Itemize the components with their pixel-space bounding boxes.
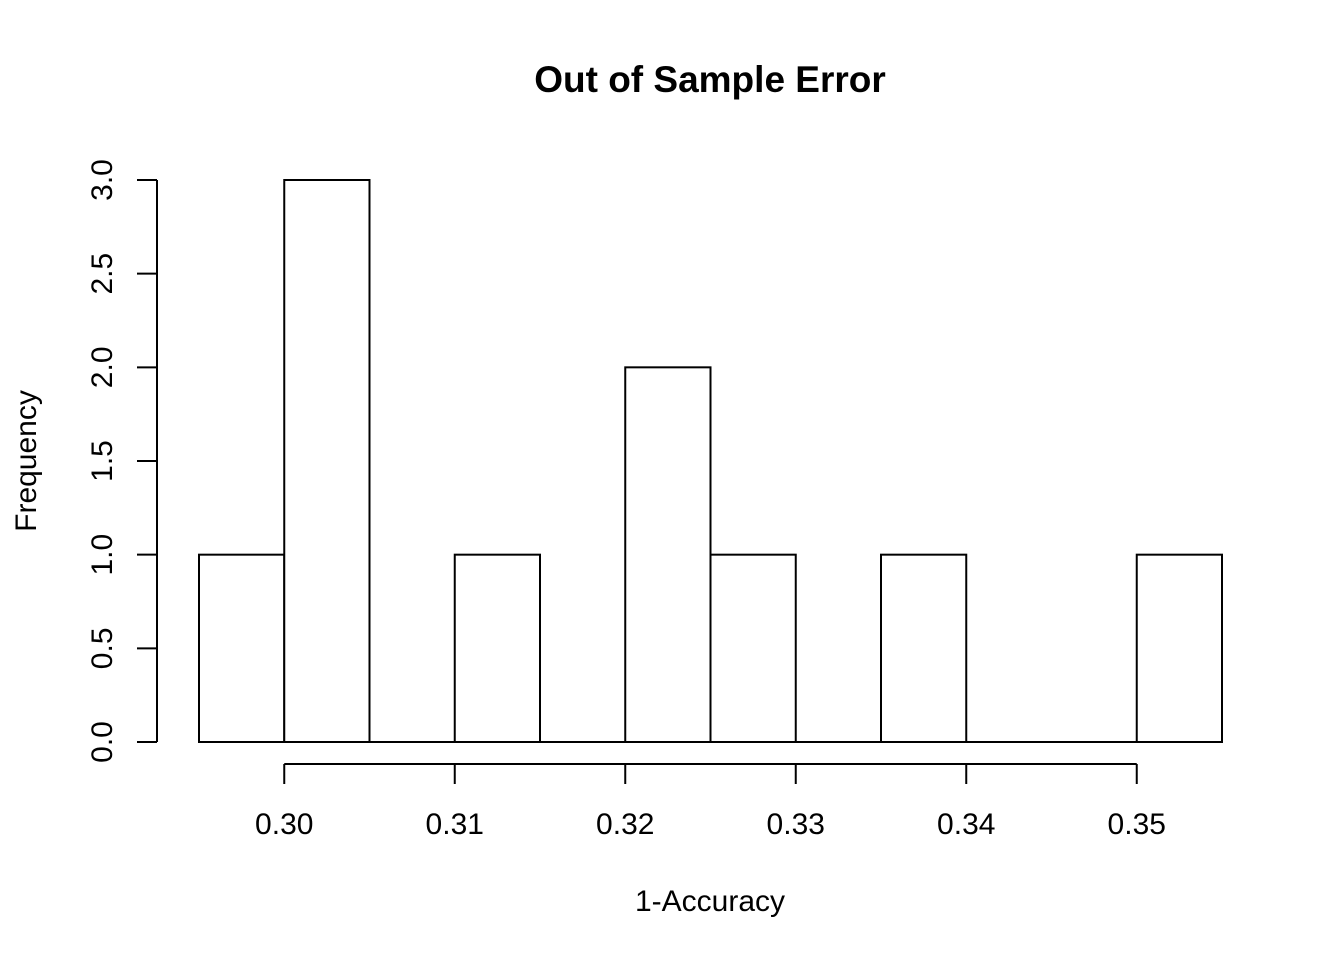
y-tick-label: 2.5: [86, 253, 119, 295]
x-tick-label: 0.31: [426, 808, 484, 841]
histogram-bar-5: [624, 366, 712, 743]
y-tick-label: 1.0: [86, 534, 119, 576]
histogram-bar-8: [880, 553, 968, 744]
y-axis: 0.0 0.5 1.0 1.5 2.0 2.5 3.0: [86, 159, 158, 763]
y-tick-label: 0.5: [86, 627, 119, 669]
x-axis-label: 1-Accuracy: [635, 885, 785, 918]
y-tick-label: 1.5: [86, 440, 119, 482]
x-tick-label: 0.32: [596, 808, 654, 841]
x-axis: 0.30 0.31 0.32 0.33 0.34 0.35: [255, 763, 1166, 841]
y-tick-label: 0.0: [86, 721, 119, 763]
histogram-bar-6: [709, 553, 797, 744]
chart-title: Out of Sample Error: [534, 59, 886, 100]
histogram-bar-0: [198, 553, 286, 744]
x-tick-label: 0.33: [767, 808, 825, 841]
histogram-bar-11: [1135, 553, 1223, 744]
x-tick-label: 0.30: [255, 808, 313, 841]
y-axis-label: Frequency: [10, 390, 43, 532]
y-tick-label: 2.0: [86, 346, 119, 388]
y-tick-label: 3.0: [86, 159, 119, 201]
histogram-bar-1: [283, 179, 371, 743]
x-tick-label: 0.34: [937, 808, 995, 841]
histogram-bars: [198, 179, 1223, 744]
x-tick-label: 0.35: [1108, 808, 1166, 841]
histogram-bar-3: [453, 553, 541, 744]
